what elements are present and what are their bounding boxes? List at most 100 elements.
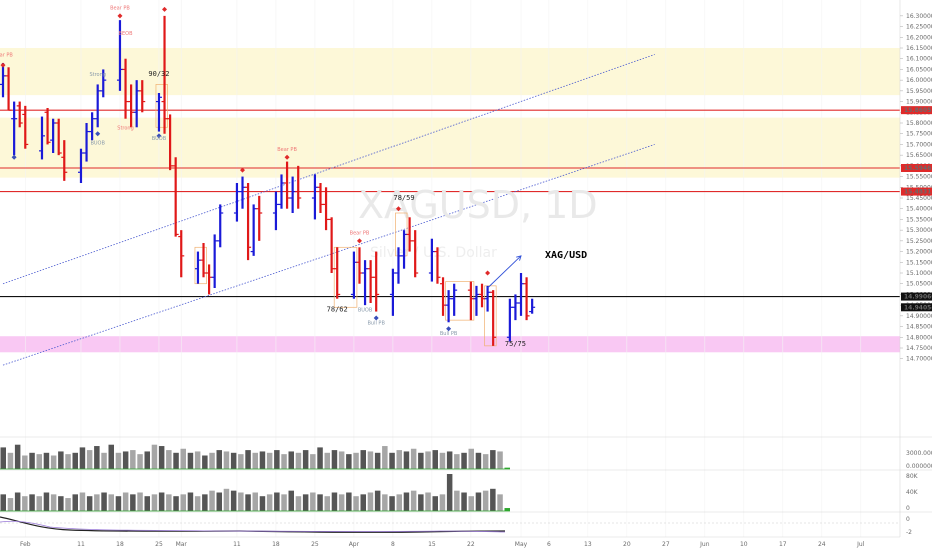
pattern-label-10: Bull PB: [367, 320, 385, 326]
xtick-label-17: Jun: [699, 541, 710, 548]
volume-bar-12: [86, 450, 93, 469]
activity-bar-47: [338, 494, 345, 511]
activity-bar-20: [144, 496, 150, 511]
level-tag-bg-0: [901, 106, 932, 115]
setup-box-4: [445, 281, 475, 321]
marker-2: [95, 131, 101, 137]
volume-bar-70: [504, 467, 510, 469]
xtick-label-2: 18: [116, 541, 124, 548]
xtick-label-1: 11: [77, 541, 85, 548]
volume-bar-68: [490, 450, 496, 469]
annotation-title: XAG/USD: [545, 250, 587, 261]
xtick-label-19: 17: [779, 541, 787, 548]
ytick-label-2: 14.80000: [906, 334, 932, 341]
volume-bar-43: [310, 454, 316, 469]
ratio-note-1: 78/59: [394, 194, 415, 202]
volume-bar-44: [317, 447, 323, 469]
zone-1: [0, 117, 900, 178]
volume-bar-25: [180, 448, 186, 469]
volume-bar-17: [122, 451, 129, 469]
volume-bar-54: [389, 452, 395, 469]
activity-bar-46: [331, 492, 338, 511]
xtick-label-20: 24: [818, 541, 826, 548]
ytick-label-0: 14.70000: [906, 356, 932, 363]
volume-tick-1: 0.000000: [906, 463, 932, 470]
ytick-label-26: 16.00000: [906, 77, 932, 84]
activity-bar-45: [324, 496, 330, 511]
activity-bar-33: [238, 492, 244, 511]
xtick-label-8: Apr: [349, 541, 360, 548]
volume-bar-67: [482, 454, 489, 469]
xtick-label-21: Jul: [856, 541, 865, 548]
activity-bar-40: [288, 490, 294, 511]
osc-tick-1: -2: [906, 529, 912, 536]
activity-bar-24: [173, 496, 179, 511]
volume-bar-4: [29, 452, 35, 469]
level-tag-2: 15.48315: [904, 189, 932, 196]
volume-bar-36: [259, 451, 266, 469]
ytick-label-31: 16.25000: [906, 24, 932, 31]
activity-bar-2: [14, 492, 21, 511]
activity-bar-10: [72, 494, 78, 511]
setup-box-0: [194, 246, 207, 285]
xtick-label-12: May: [515, 541, 528, 548]
activity-bar-30: [216, 492, 222, 511]
subtitle-watermark: Silver / U.S. Dollar: [370, 245, 497, 261]
activity-bar-21: [151, 494, 158, 511]
xtick-label-15: 20: [623, 541, 631, 548]
ytick-label-15: 15.45000: [906, 195, 932, 202]
volume-tick-0: 3000.000000: [906, 450, 932, 457]
marker-7: [284, 154, 290, 160]
volume-bar-34: [245, 450, 251, 469]
volume-bar-10: [72, 452, 78, 469]
pattern-label-4: Strong: [117, 125, 133, 131]
volume-bar-16: [115, 452, 122, 469]
xtick-label-10: 15: [428, 541, 436, 548]
activity-bar-3: [22, 496, 28, 511]
volume-bar-65: [468, 448, 474, 469]
activity-bar-56: [403, 492, 410, 511]
volume-bar-28: [202, 455, 208, 469]
volume-bar-15: [108, 444, 114, 469]
volume-bar-11: [79, 447, 86, 469]
activity-bar-0: [0, 494, 6, 511]
ytick-label-29: 16.15000: [906, 45, 932, 52]
activity-bar-6: [43, 492, 50, 511]
activity-bar-57: [410, 490, 417, 511]
channel-line-0: [2, 54, 655, 285]
activity-bar-36: [259, 496, 266, 511]
pattern-label-6: BUOB: [152, 136, 167, 142]
xtick-label-9: 8: [391, 541, 395, 548]
pattern-label-8: Bear PB: [350, 230, 370, 236]
volume-bar-35: [252, 452, 258, 469]
activity-bar-13: [94, 494, 100, 511]
volume-bar-41: [295, 452, 302, 469]
activity-bar-44: [317, 494, 323, 511]
activity-bar-51: [367, 492, 374, 511]
volume-bar-38: [274, 450, 280, 469]
activity-bar-38: [274, 492, 280, 511]
volume-bar-3: [22, 455, 28, 469]
zone-0: [0, 48, 900, 96]
arrow-shaft: [487, 255, 522, 289]
xtick-label-4: Mar: [176, 541, 188, 548]
volume-bar-31: [223, 451, 230, 469]
pattern-label-9: BUOB: [358, 308, 373, 314]
activity-tick-2: 0: [906, 505, 910, 512]
activity-bar-22: [158, 492, 165, 511]
marker-8: [356, 238, 362, 244]
marker-5: [162, 6, 168, 12]
level-tag-4: 14.94054: [904, 304, 932, 311]
ytick-label-13: 15.35000: [906, 216, 932, 223]
ytick-label-14: 15.40000: [906, 206, 932, 213]
volume-bar-45: [324, 452, 330, 469]
xtick-label-14: 13: [584, 541, 592, 548]
volume-bar-50: [360, 450, 366, 469]
volume-bar-60: [432, 450, 438, 469]
volume-bar-21: [151, 444, 158, 469]
activity-bar-69: [497, 494, 503, 511]
bars-layer[interactable]: [0, 15, 536, 346]
time-axis-ticks: Feb 11 18 25 Mar 11 18 25 Apr 8 15 22 May 6 13 20 27 Jun 1…: [20, 541, 865, 548]
